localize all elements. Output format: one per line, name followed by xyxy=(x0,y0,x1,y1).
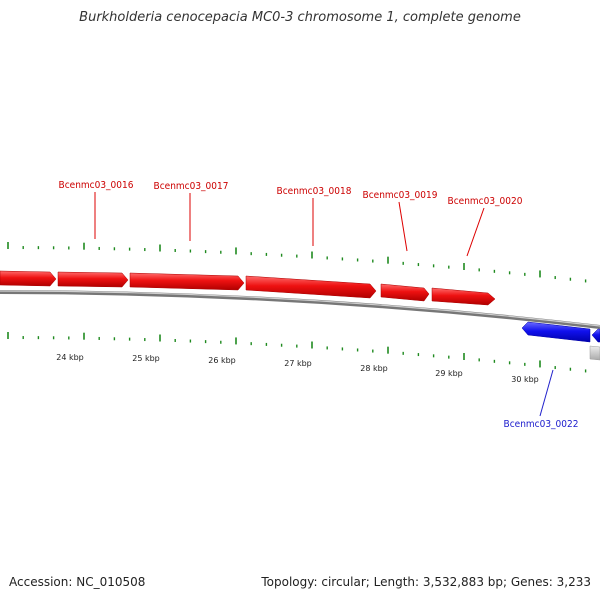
gene-arrow-0015[interactable] xyxy=(0,270,57,287)
scale-label-28kbp: 28 kbp xyxy=(360,364,388,373)
scale-label-24kbp: 24 kbp xyxy=(56,353,84,362)
gene-arrow-0016[interactable] xyxy=(57,271,129,288)
gene-label-0020[interactable]: Bcenmc03_0020 xyxy=(448,196,523,207)
gene-arrow-0023[interactable] xyxy=(591,328,600,343)
gene-label-0019[interactable]: Bcenmc03_0019 xyxy=(363,190,438,201)
outer-tick-ring xyxy=(7,242,587,283)
gene-arrow-0017[interactable] xyxy=(129,272,245,291)
scale-label-30kbp: 30 kbp xyxy=(511,375,539,384)
gene-label-0018[interactable]: Bcenmc03_0018 xyxy=(277,186,352,197)
genome-summary-text: Topology: circular; Length: 3,532,883 bp… xyxy=(261,575,591,589)
scale-label-29kbp: 29 kbp xyxy=(435,369,463,378)
accession-text: Accession: NC_010508 xyxy=(9,575,146,589)
gene-arrow-0020[interactable] xyxy=(431,287,496,306)
leader-line-0022 xyxy=(539,369,554,417)
inner-tick-ring xyxy=(7,332,587,373)
scale-label-25kbp: 25 kbp xyxy=(132,354,160,363)
leader-line-0019 xyxy=(398,201,408,252)
chromosome-backbone-highlight xyxy=(0,290,600,327)
gene-label-0016[interactable]: Bcenmc03_0016 xyxy=(59,180,134,191)
scale-label-27kbp: 27 kbp xyxy=(284,359,312,368)
gene-arrow-grey[interactable] xyxy=(589,345,600,361)
gene-label-0017[interactable]: Bcenmc03_0017 xyxy=(154,181,229,192)
gene-arrow-0022[interactable] xyxy=(521,321,591,343)
gene-label-0022[interactable]: Bcenmc03_0022 xyxy=(504,419,579,430)
gene-arrow-0019[interactable] xyxy=(380,283,430,302)
chromosome-backbone xyxy=(0,290,600,329)
map-title: Burkholderia cenocepacia MC0-3 chromosom… xyxy=(79,10,521,25)
leader-line-0020 xyxy=(466,207,485,257)
gene-arrow-0018[interactable] xyxy=(245,275,377,299)
scale-label-26kbp: 26 kbp xyxy=(208,356,236,365)
